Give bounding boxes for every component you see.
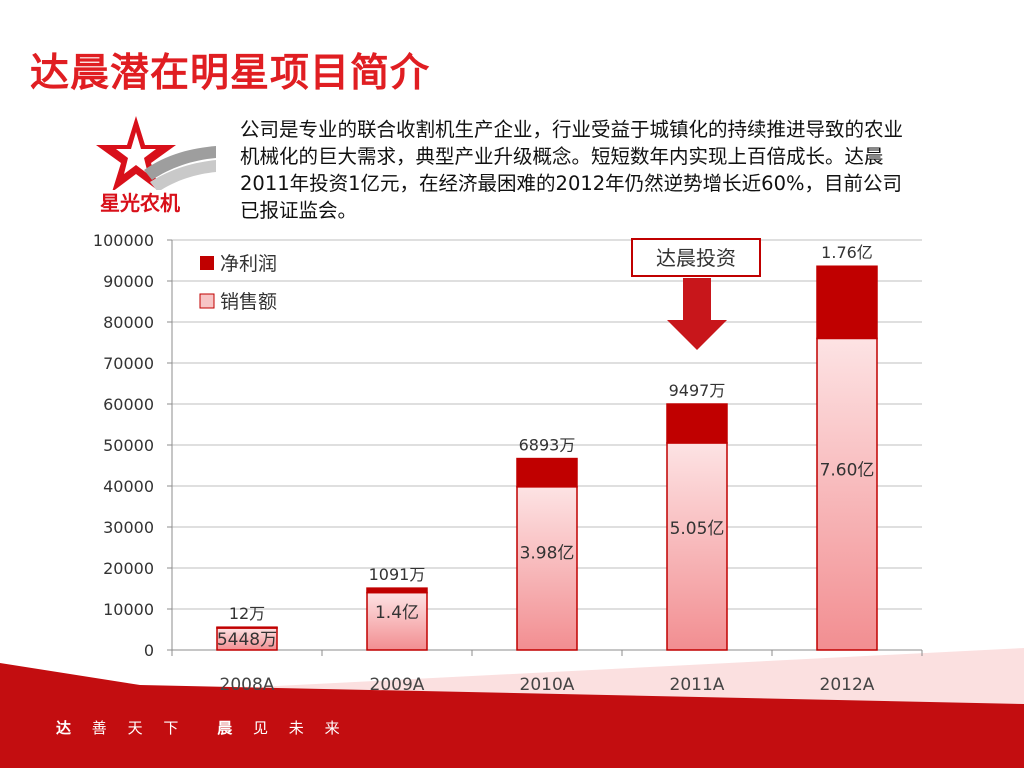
star-logo-icon: 星光农机 [96,116,216,215]
y-tick-label: 70000 [103,354,154,373]
slogan-char: 未 [288,719,308,737]
slogan-char: 见 [252,719,272,737]
x-tick-label: 2011A [670,675,725,695]
data-label-profit: 12万 [229,604,265,623]
y-tick-label: 50000 [103,436,154,455]
legend-swatch-profit [200,256,214,270]
data-label-sales: 5.05亿 [670,519,725,539]
bar-profit [216,626,278,629]
x-tick-label: 2009A [370,675,425,695]
bar-profit [816,265,878,340]
y-tick-label: 60000 [103,395,154,414]
data-label-sales: 1.4亿 [375,603,419,623]
bar-profit [516,457,578,488]
x-tick-label: 2010A [520,675,575,695]
bar-profit [366,587,428,594]
data-label-sales: 5448万 [217,630,277,650]
x-tick-label: 2008A [220,675,275,695]
bar-sales [666,442,728,651]
y-tick-label: 90000 [103,272,154,291]
footer-slogan: 达 善 天 下 晨 见 未 来 [56,717,352,738]
slogan-char: 达 [56,719,76,737]
bar-sales [366,591,428,651]
page-title: 达晨潜在明星项目简介 [30,51,431,96]
data-label-profit: 1.76亿 [821,243,873,262]
legend-label-sales: 销售额 [220,291,277,313]
down-arrow-icon [667,278,727,350]
annotation-text: 达晨投资 [656,246,736,270]
data-label-sales: 3.98亿 [520,544,575,564]
slogan-char: 天 [127,719,147,737]
slogan-char: 来 [324,719,344,737]
y-tick-label: 20000 [103,559,154,578]
data-label-profit: 1091万 [369,565,426,584]
bar-sales [516,486,578,651]
legend-swatch-sales [199,293,215,309]
data-label-profit: 9497万 [669,381,726,400]
bar-profit [666,403,728,444]
bar-sales [816,337,878,651]
data-label-sales: 7.60亿 [820,461,875,481]
y-tick-label: 100000 [93,231,154,250]
slogan-char: 善 [91,719,111,737]
y-tick-label: 40000 [103,477,154,496]
y-tick-label: 30000 [103,518,154,537]
y-tick-label: 80000 [103,313,154,332]
x-tick-label: 2012A [820,675,875,695]
data-label-profit: 6893万 [519,436,576,455]
intro-text: 公司是专业的联合收割机生产企业，行业受益于城镇化的持续推进导致的农业机械化的巨大… [240,118,904,222]
sales-profit-chart: 0 10000 20000 30000 40000 50000 60000 70000 8000… [93,231,923,695]
logo-text: 星光农机 [100,191,180,215]
y-tick-label: 10000 [103,600,154,619]
logo: 星光农机 [92,112,218,218]
slogan-char: 下 [163,719,183,737]
slogan-char: 晨 [217,719,237,737]
y-tick-label: 0 [144,641,154,660]
legend-label-profit: 净利润 [220,253,277,275]
annotation-box [631,238,761,277]
